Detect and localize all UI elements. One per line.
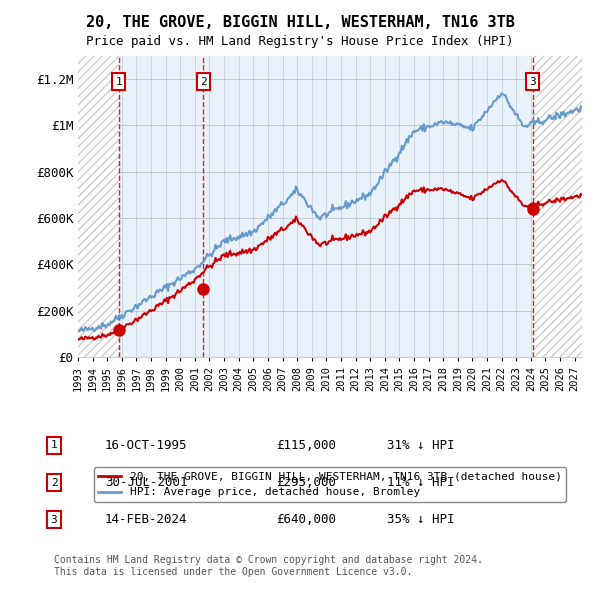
Text: Price paid vs. HM Land Registry's House Price Index (HPI): Price paid vs. HM Land Registry's House …	[86, 35, 514, 48]
Text: £115,000: £115,000	[276, 439, 336, 452]
Text: 14-FEB-2024: 14-FEB-2024	[105, 513, 187, 526]
Bar	[119, 56, 533, 357]
Text: 35% ↓ HPI: 35% ↓ HPI	[387, 513, 455, 526]
Bar	[533, 56, 582, 357]
Text: £295,000: £295,000	[276, 476, 336, 489]
Bar	[78, 56, 119, 357]
Text: 3: 3	[50, 515, 58, 525]
Text: 20, THE GROVE, BIGGIN HILL, WESTERHAM, TN16 3TB: 20, THE GROVE, BIGGIN HILL, WESTERHAM, T…	[86, 15, 514, 30]
Legend: 20, THE GROVE, BIGGIN HILL, WESTERHAM, TN16 3TB (detached house), HPI: Average p: 20, THE GROVE, BIGGIN HILL, WESTERHAM, T…	[94, 467, 566, 502]
Text: Contains HM Land Registry data © Crown copyright and database right 2024.
This d: Contains HM Land Registry data © Crown c…	[54, 555, 483, 577]
Text: 1: 1	[115, 77, 122, 87]
Text: 30-JUL-2001: 30-JUL-2001	[105, 476, 187, 489]
Text: 31% ↓ HPI: 31% ↓ HPI	[387, 439, 455, 452]
Text: 1: 1	[50, 441, 58, 450]
Text: £640,000: £640,000	[276, 513, 336, 526]
Text: 2: 2	[200, 77, 207, 87]
Text: 11% ↓ HPI: 11% ↓ HPI	[387, 476, 455, 489]
Text: 16-OCT-1995: 16-OCT-1995	[105, 439, 187, 452]
Text: 2: 2	[50, 478, 58, 487]
Text: 3: 3	[529, 77, 536, 87]
